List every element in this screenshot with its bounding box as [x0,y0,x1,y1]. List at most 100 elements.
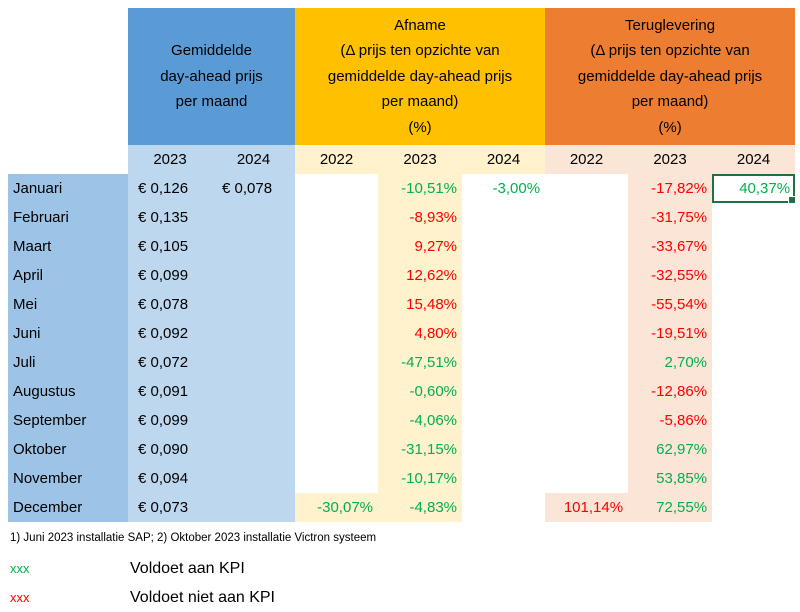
row-month-label[interactable]: April [8,261,128,290]
cell-teruglevering_2022[interactable] [545,174,628,203]
cell-afname_2022[interactable] [295,464,378,493]
cell-afname_2024[interactable] [462,377,545,406]
cell-price_2024[interactable] [212,232,295,261]
cell-teruglevering_2023[interactable]: 53,85% [628,464,713,493]
cell-afname_2023[interactable]: -31,15% [378,435,462,464]
cell-teruglevering_2022[interactable] [545,261,628,290]
cell-afname_2022[interactable] [295,203,378,232]
cell-afname_2024[interactable] [462,203,545,232]
cell-teruglevering_2023[interactable]: -31,75% [628,203,713,232]
year-teruglevering-2022[interactable]: 2022 [545,145,629,174]
cell-afname_2024[interactable] [462,435,545,464]
cell-afname_2023[interactable]: -10,17% [378,464,462,493]
cell-afname_2024[interactable] [462,348,545,377]
row-month-label[interactable]: Januari [8,174,128,203]
cell-teruglevering_2024[interactable] [712,406,795,435]
cell-price_2024[interactable] [212,464,295,493]
cell-teruglevering_2023[interactable]: -33,67% [628,232,713,261]
row-month-label[interactable]: Juni [8,319,128,348]
cell-afname_2024[interactable] [462,290,545,319]
cell-afname_2022[interactable] [295,377,378,406]
row-month-label[interactable]: Maart [8,232,128,261]
year-price-2024[interactable]: 2024 [212,145,295,174]
cell-afname_2024[interactable]: -3,00% [492,180,541,197]
cell-afname_2022[interactable] [295,348,378,377]
cell-price_2023[interactable]: € 0,105 [128,232,212,261]
cell-price_2024[interactable] [212,319,295,348]
cell-afname_2023[interactable]: 12,62% [378,261,462,290]
cell-afname_2024[interactable] [462,232,545,261]
cell-price_2023[interactable]: € 0,099 [128,261,212,290]
cell-teruglevering_2022[interactable] [545,203,628,232]
cell-price_2023[interactable]: € 0,099 [128,406,212,435]
cell-afname_2023[interactable]: -0,60% [378,377,462,406]
cell-price_2023[interactable]: € 0,091 [128,377,212,406]
cell-price_2023[interactable]: € 0,126 [128,174,212,203]
year-price-2023[interactable]: 2023 [128,145,212,174]
cell-price_2023[interactable]: € 0,078 [128,290,212,319]
cell-afname_2022[interactable] [295,232,378,261]
cell-afname_2022[interactable] [295,435,378,464]
cell-price_2024[interactable] [212,203,295,232]
cell-teruglevering_2023[interactable]: -55,54% [628,290,713,319]
row-month-label[interactable]: December [8,493,128,522]
cell-afname_2024[interactable] [462,406,545,435]
cell-afname_2022[interactable]: -30,07% [295,493,378,522]
cell-teruglevering_2024[interactable] [712,232,795,261]
cell-price_2023[interactable]: € 0,072 [128,348,212,377]
cell-price_2024[interactable] [212,377,295,406]
cell-afname_2023[interactable]: 15,48% [378,290,462,319]
cell-teruglevering_2023[interactable]: -5,86% [628,406,713,435]
cell-teruglevering_2023[interactable]: 62,97% [628,435,713,464]
cell-afname_2023[interactable]: -4,06% [378,406,462,435]
cell-teruglevering_2023[interactable]: -17,82% [628,174,713,203]
cell-teruglevering_2022[interactable] [545,232,628,261]
cell-teruglevering_2022[interactable] [545,319,628,348]
cell-price_2024[interactable] [212,290,295,319]
cell-teruglevering_2024[interactable] [712,464,795,493]
row-month-label[interactable]: November [8,464,128,493]
year-afname-2022[interactable]: 2022 [295,145,378,174]
cell-teruglevering_2023[interactable]: -12,86% [628,377,713,406]
cell-price_2024[interactable] [212,493,295,522]
cell-afname_2023[interactable]: -4,83% [378,493,462,522]
row-month-label[interactable]: Juli [8,348,128,377]
cell-price_2024[interactable] [212,348,295,377]
cell-teruglevering_2022[interactable] [545,464,628,493]
header-afname-group[interactable]: Afname (Δ prijs ten opzichte van gemidde… [295,8,546,145]
cell-teruglevering_2024[interactable] [712,261,795,290]
cell-price_2023[interactable]: € 0,090 [128,435,212,464]
cell-teruglevering_2022[interactable] [545,435,628,464]
cell-afname_2023[interactable]: 4,80% [378,319,462,348]
cell-afname_2024[interactable] [462,464,545,493]
cell-teruglevering_2024[interactable] [712,348,795,377]
cell-teruglevering_2024[interactable] [712,203,795,232]
cell-teruglevering_2024[interactable] [712,493,795,522]
cell-afname_2023[interactable]: -8,93% [378,203,462,232]
cell-teruglevering_2024[interactable] [712,290,795,319]
cell-price_2024[interactable] [212,261,295,290]
cell-teruglevering_2024[interactable] [712,435,795,464]
cell-afname_2023[interactable]: -10,51% [378,174,462,203]
cell-teruglevering_2022[interactable] [545,290,628,319]
year-teruglevering-2024[interactable]: 2024 [712,145,796,174]
cell-teruglevering_2022[interactable] [545,348,628,377]
row-month-label[interactable]: Oktober [8,435,128,464]
cell-teruglevering_2022[interactable] [545,377,628,406]
row-month-label[interactable]: Februari [8,203,128,232]
year-afname-2024[interactable]: 2024 [462,145,546,174]
cell-afname_2022[interactable] [295,406,378,435]
row-month-label[interactable]: Augustus [8,377,128,406]
cell-teruglevering_2023[interactable]: 72,55% [628,493,713,522]
year-teruglevering-2023[interactable]: 2023 [628,145,713,174]
cell-price_2023[interactable]: € 0,094 [128,464,212,493]
cell-afname_2024[interactable] [462,493,545,522]
cell-price_2024[interactable]: € 0,078 [212,174,295,203]
cell-teruglevering_2024[interactable] [712,319,795,348]
cell-price_2023[interactable]: € 0,073 [128,493,212,522]
cell-teruglevering_2023[interactable]: -19,51% [628,319,713,348]
cell-afname_2024[interactable] [462,319,545,348]
cell-teruglevering_2023[interactable]: 2,70% [628,348,713,377]
cell-afname_2023[interactable]: 9,27% [378,232,462,261]
cell-teruglevering_2022[interactable] [545,406,628,435]
